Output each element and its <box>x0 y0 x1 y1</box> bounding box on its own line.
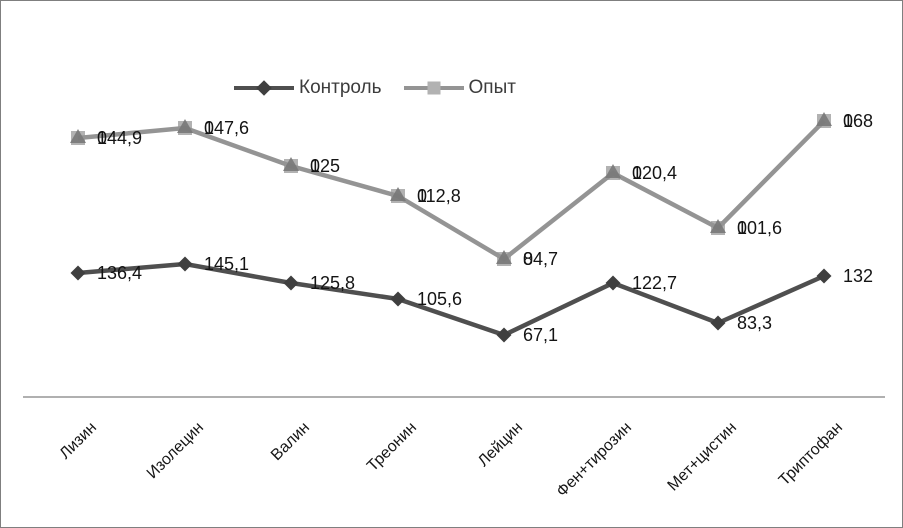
data-label-Опыт-0: 144,9 0 <box>97 128 142 148</box>
data-label-Контроль-4: 67,1 <box>523 325 558 345</box>
diamond-marker-icon <box>256 79 272 96</box>
opyt-series-line <box>77 119 826 262</box>
data-label-text: 168 <box>843 111 874 131</box>
data-label-Опыт-2: 125 0 <box>310 156 340 176</box>
data-label-text: 120,4 <box>632 163 678 183</box>
opyt-triangle-marker <box>70 129 86 143</box>
legend-item-opyt: Опыт <box>403 77 516 98</box>
data-label-text: 144,9 <box>97 128 143 148</box>
control-diamond-marker <box>496 327 512 343</box>
data-label-text: 147,6 <box>204 118 250 138</box>
legend-label-control: Контроль <box>299 77 382 98</box>
control-diamond-marker <box>283 275 299 291</box>
data-label-text: 132 <box>843 266 874 286</box>
control-diamond-marker <box>177 256 193 272</box>
data-label-Опыт-7: 168 0 <box>843 111 873 131</box>
legend-label-opyt: Опыт <box>468 77 516 98</box>
opyt-triangle-marker <box>816 112 832 126</box>
data-label-Контроль-1: 145,1 <box>204 254 249 274</box>
data-label-text: 125 <box>310 156 341 176</box>
data-label-text: 112,8 <box>417 186 461 206</box>
data-label-Опыт-3: 112,8 0 <box>417 186 461 206</box>
control-diamond-marker <box>710 315 726 331</box>
label-overlap-artifact: 0 <box>843 111 854 131</box>
label-overlap-artifact: 0 <box>523 249 534 269</box>
data-label-Контроль-3: 105,6 <box>417 289 462 309</box>
control-diamond-marker <box>70 265 86 281</box>
data-label-Опыт-1: 147,6 0 <box>204 118 249 138</box>
control-series-line <box>77 261 825 338</box>
control-diamond-marker <box>390 291 406 307</box>
data-label-text: 67,1 <box>523 325 559 345</box>
opyt-triangle-marker <box>390 187 406 201</box>
control-series-line-icon <box>234 79 294 96</box>
opyt-triangle-marker <box>710 219 726 233</box>
data-label-text: 84,7 <box>523 249 559 269</box>
opyt-triangle-marker <box>283 157 299 171</box>
data-label-Контроль-2: 125,8 <box>310 273 355 293</box>
label-overlap-artifact: 0 <box>737 218 748 238</box>
control-diamond-marker <box>605 275 621 291</box>
square-marker-icon <box>427 81 441 94</box>
legend: Контроль Опыт <box>234 78 516 97</box>
data-label-Контроль-6: 83,3 <box>737 313 772 333</box>
data-label-text: 136,4 <box>97 263 143 283</box>
data-label-text: 125,8 <box>310 273 356 293</box>
label-overlap-artifact: 0 <box>97 128 108 148</box>
opyt-triangle-marker <box>177 119 193 133</box>
opyt-triangle-marker <box>605 164 621 178</box>
data-label-Опыт-4: 84,7 0 <box>523 249 558 269</box>
data-label-Контроль-0: 136,4 <box>97 263 142 283</box>
data-label-text: 101,6 <box>737 218 783 238</box>
legend-item-control: Контроль <box>234 78 382 97</box>
opyt-triangle-marker <box>496 250 512 264</box>
data-label-text: 105,6 <box>417 289 463 309</box>
label-overlap-artifact: 0 <box>417 186 428 206</box>
label-overlap-artifact: 0 <box>632 163 643 183</box>
data-label-Контроль-7: 132 <box>843 266 873 286</box>
label-overlap-artifact: 0 <box>204 118 215 138</box>
opyt-series-line-icon <box>403 81 464 94</box>
data-label-Опыт-6: 101,6 0 <box>737 218 782 238</box>
data-label-Контроль-5: 122,7 <box>632 273 677 293</box>
control-diamond-marker <box>816 268 832 284</box>
label-overlap-artifact: 0 <box>310 156 321 176</box>
data-label-text: 83,3 <box>737 313 773 333</box>
data-label-text: 122,7 <box>632 273 678 293</box>
data-label-text: 145,1 <box>204 254 250 274</box>
data-label-Опыт-5: 120,4 0 <box>632 163 677 183</box>
